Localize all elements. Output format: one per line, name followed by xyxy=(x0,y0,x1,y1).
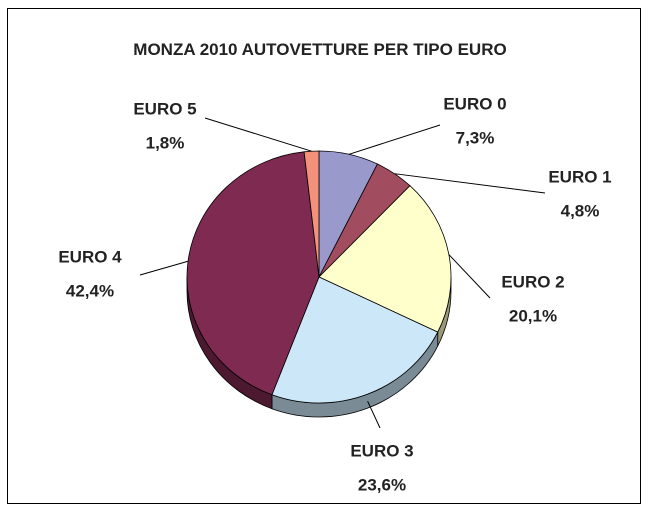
chart-title: MONZA 2010 AUTOVETTURE PER TIPO EURO xyxy=(133,40,507,59)
value-label: 23,6% xyxy=(358,475,406,494)
slice-label: EURO 2 xyxy=(501,272,564,291)
value-label: 4,8% xyxy=(561,201,600,220)
slice-label: EURO 4 xyxy=(58,247,122,266)
slice-label: EURO 3 xyxy=(350,441,413,460)
slice-label: EURO 0 xyxy=(443,94,506,113)
value-label: 42,4% xyxy=(66,281,114,300)
value-label: 20,1% xyxy=(509,306,557,325)
slice-label: EURO 5 xyxy=(133,99,196,118)
leader-line xyxy=(348,124,441,155)
slice xyxy=(303,150,320,278)
leader-line xyxy=(139,260,189,276)
slice xyxy=(186,151,320,396)
leader-line xyxy=(204,117,312,152)
value-label: 7,3% xyxy=(456,128,495,147)
slice-label: EURO 1 xyxy=(548,167,611,186)
leader-line xyxy=(394,173,546,194)
leader-line xyxy=(367,400,381,429)
slice xyxy=(271,276,439,404)
leader-line xyxy=(448,254,491,299)
value-label: 1,8% xyxy=(146,133,185,152)
